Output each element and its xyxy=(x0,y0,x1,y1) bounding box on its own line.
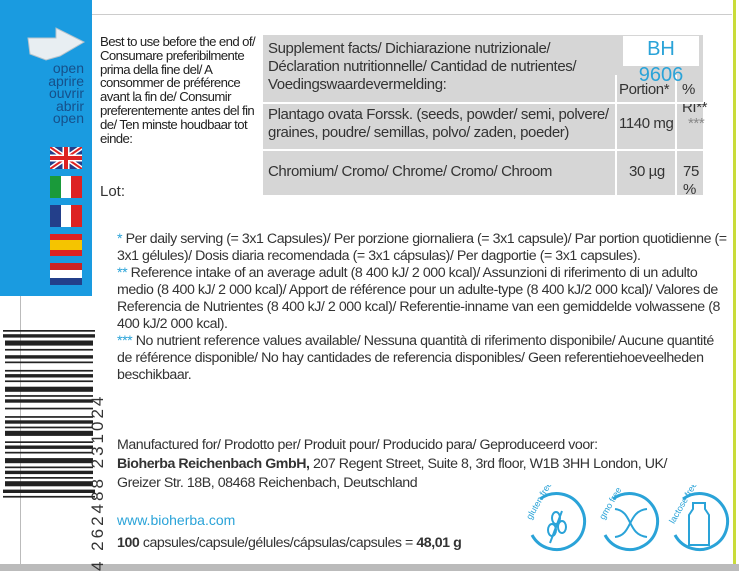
open-band: open aprire ouvrir abrir open xyxy=(0,0,92,296)
barcode-bar xyxy=(5,445,93,449)
barcode-bar xyxy=(5,420,93,424)
col-divider xyxy=(675,75,677,195)
bottom-edge xyxy=(0,564,739,571)
barcode-bar xyxy=(5,426,93,429)
open-label: open xyxy=(52,60,84,76)
lot-label: Lot: xyxy=(100,183,126,200)
barcode-bar xyxy=(5,407,93,410)
address-line: 207 Regent Street, Suite 8, 3rd floor, W… xyxy=(309,456,668,472)
barcode-bar xyxy=(5,348,93,351)
barcode-bar xyxy=(5,395,93,397)
product-code: BH 9606 xyxy=(623,36,699,86)
table-row-ri: 75 % xyxy=(683,163,699,198)
best-before-text: Best to use before the end of/ Consumare… xyxy=(100,34,256,146)
netherlands-flag-icon xyxy=(50,263,82,285)
lactose-free-badge: lactose free xyxy=(667,485,730,552)
open-label: open xyxy=(52,110,84,126)
barcode-bar xyxy=(5,361,93,364)
badge-label: gluten free xyxy=(524,485,554,521)
barcode-bar xyxy=(5,458,93,464)
right-edge xyxy=(733,0,736,571)
website-link[interactable]: www.bioherba.com xyxy=(117,512,236,528)
footnote-text: No nutrient reference values available/ … xyxy=(117,333,714,383)
barcode-bar xyxy=(5,369,93,372)
company-name: Bioherba Reichenbach GmbH, xyxy=(117,456,310,472)
manufacturer-label: Manufactured for/ Prodotto per/ Produit … xyxy=(117,437,598,453)
badge-label: gmo free xyxy=(597,485,623,521)
capsule-count: 100 xyxy=(117,535,140,551)
footnote: *** No nutrient reference values availab… xyxy=(117,333,727,384)
footnote-mark: ** xyxy=(117,265,128,281)
barcode-bar xyxy=(5,374,93,378)
row-divider xyxy=(263,102,703,104)
barcode-bar xyxy=(5,386,93,392)
uk-flag-icon xyxy=(50,147,82,169)
barcode-bar xyxy=(5,481,93,487)
col-divider xyxy=(615,75,617,195)
barcode-bar xyxy=(3,495,95,498)
gluten-free-badge: gluten free xyxy=(524,485,587,552)
table-row-portion: 1140 mg xyxy=(619,115,674,132)
barcode-bar xyxy=(5,470,93,475)
wheat-icon xyxy=(547,510,567,544)
open-label: aprire xyxy=(48,72,84,89)
barcode-bar xyxy=(5,380,93,383)
net-weight: 48,01 g xyxy=(416,535,462,551)
table-row-name: Chromium/ Cromo/ Chrome/ Cromo/ Chroom xyxy=(268,163,553,180)
gmo-free-badge: gmo free xyxy=(597,485,660,552)
open-label: ouvrir xyxy=(48,85,84,101)
ri-header: % RI** xyxy=(682,81,708,116)
manufacturer: Manufactured for/ Prodotto per/ Produit … xyxy=(117,436,667,493)
barcode-bar xyxy=(5,399,93,403)
address-line: Greizer Str. 18B, 08468 Reichenbach, Deu… xyxy=(117,475,418,491)
table-header: Supplement facts/ Dichiarazione nutrizio… xyxy=(268,40,577,93)
barcode-bar xyxy=(5,430,93,436)
top-divider xyxy=(92,14,732,15)
barcode-bar xyxy=(5,416,93,418)
row-divider xyxy=(263,149,703,151)
italy-flag-icon xyxy=(50,176,82,198)
france-flag-icon xyxy=(50,205,82,227)
quantity-text: capsules/capsule/gélules/cápsulas/capsul… xyxy=(139,535,417,551)
badge-label: lactose free xyxy=(667,485,699,525)
footnote: * Per daily serving (= 3x1 Capsules)/ Pe… xyxy=(117,231,727,265)
spain-flag-icon xyxy=(50,234,82,256)
footnotes: * Per daily serving (= 3x1 Capsules)/ Pe… xyxy=(117,231,727,384)
dna-icon xyxy=(614,508,648,538)
barcode-bar xyxy=(3,334,95,338)
barcode-bar xyxy=(3,330,95,332)
barcode xyxy=(3,330,95,498)
table-row-ri: *** xyxy=(688,115,705,132)
barcode-bar xyxy=(5,466,93,469)
footnote-mark: *** xyxy=(117,333,133,349)
barcode-bar xyxy=(5,355,93,359)
barcode-bar xyxy=(5,477,93,479)
footnote-text: Per daily serving (= 3x1 Capsules)/ Per … xyxy=(117,231,727,264)
portion-header: Portion* xyxy=(619,81,670,98)
bottle-icon xyxy=(688,502,710,546)
open-label: abrir xyxy=(55,97,84,114)
table-row-name: Plantago ovata Forssk. (seeds, powder/ s… xyxy=(268,106,609,141)
barcode-bar xyxy=(5,340,93,346)
barcode-bar xyxy=(3,489,95,493)
footnote-mark: * xyxy=(117,231,123,247)
footnote: ** Reference intake of an average adult … xyxy=(117,265,727,333)
open-arrow-icon xyxy=(27,27,86,61)
barcode-bar xyxy=(5,451,93,454)
barcode-number: 4 262488 231024 xyxy=(88,393,107,571)
footnote-text: Reference intake of an average adult (8 … xyxy=(117,265,720,332)
table-row-portion: 30 µg xyxy=(629,163,665,180)
open-labels: open aprire ouvrir abrir open xyxy=(0,60,84,126)
quantity: 100 capsules/capsule/gélules/cápsulas/ca… xyxy=(117,535,462,551)
barcode-bar xyxy=(5,441,93,443)
